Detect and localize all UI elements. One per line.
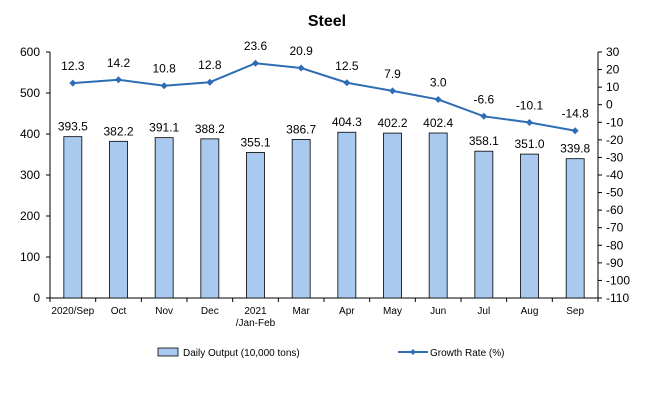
x-tick-label: May xyxy=(383,306,402,317)
right-tick-label: -110 xyxy=(606,291,629,305)
line-point xyxy=(571,127,579,135)
right-tick-label: -100 xyxy=(606,273,630,287)
line-point xyxy=(480,112,488,120)
line-data-label: 7.9 xyxy=(384,67,401,81)
chart-title: Steel xyxy=(308,13,346,30)
line-point xyxy=(206,78,214,86)
line-data-label: 20.9 xyxy=(289,44,313,58)
bar xyxy=(200,138,220,299)
bar xyxy=(109,140,128,299)
bar-data-label: 393.5 xyxy=(58,120,88,134)
line-data-label: 10.8 xyxy=(152,62,176,76)
legend-bar-label: Daily Output (10,000 tons) xyxy=(183,348,300,359)
bar xyxy=(291,139,311,299)
x-tick-label: Nov xyxy=(155,306,173,317)
right-tick-label: 20 xyxy=(606,63,620,77)
line-data-label: 12.3 xyxy=(61,59,85,73)
bar xyxy=(63,136,83,299)
bar xyxy=(383,132,402,299)
bar-data-label: 388.2 xyxy=(195,122,225,136)
bar-data-label: 402.4 xyxy=(423,116,453,130)
bar xyxy=(565,158,585,299)
right-tick-label: -40 xyxy=(606,168,624,182)
right-tick-label: -70 xyxy=(606,221,624,235)
x-tick-label: Jul xyxy=(477,306,490,317)
bar-data-label: 339.8 xyxy=(560,142,590,156)
right-tick-label: -50 xyxy=(606,186,624,200)
line-data-label: 14.2 xyxy=(107,56,131,70)
chart-legend: Daily Output (10,000 tons) Growth Rate (%… xyxy=(157,347,504,359)
right-tick-label: -20 xyxy=(606,133,624,147)
left-tick-label: 500 xyxy=(20,86,40,100)
bar-data-label: 386.7 xyxy=(286,122,316,136)
right-tick-label: -10 xyxy=(606,115,624,129)
x-tick-label: /Jan-Feb xyxy=(236,318,276,329)
left-tick-label: 200 xyxy=(20,209,40,223)
bar-data-label: 355.1 xyxy=(240,135,270,149)
bar xyxy=(520,153,539,299)
line-data-label: 3.0 xyxy=(430,75,447,89)
line-data-label: 12.5 xyxy=(335,59,359,73)
line-point xyxy=(252,59,259,67)
line-data-label: 23.6 xyxy=(244,39,268,53)
line-data-label: -6.6 xyxy=(473,92,494,106)
right-tick-label: -90 xyxy=(606,256,624,270)
x-tick-label: Apr xyxy=(339,306,355,317)
legend-bar-swatch xyxy=(157,347,179,357)
x-tick-label: Jun xyxy=(430,306,446,317)
line-point xyxy=(526,118,533,126)
legend-line-marker xyxy=(410,349,416,355)
x-tick-label: Dec xyxy=(201,306,219,317)
line-point xyxy=(343,79,351,87)
left-tick-label: 300 xyxy=(20,168,40,182)
bar-data-label: 358.1 xyxy=(469,134,499,148)
line-data-label: 12.8 xyxy=(198,58,222,72)
bar-data-label: 351.0 xyxy=(514,137,544,151)
x-tick-label: Aug xyxy=(521,306,539,317)
right-tick-label: -80 xyxy=(606,238,624,252)
x-tick-label: Mar xyxy=(293,306,311,317)
line-point xyxy=(297,64,305,72)
legend-line-label: Growth Rate (%) xyxy=(430,348,504,359)
line-point xyxy=(434,95,442,103)
line-series: 12.3 14.2 10.8 12.8 23.6 20.9 12.5 7.9 3.0 -6.6 -1… xyxy=(61,39,589,135)
left-tick-label: 0 xyxy=(33,291,40,305)
bar-data-label: 391.1 xyxy=(149,121,179,135)
right-tick-label: 0 xyxy=(606,98,613,112)
bar xyxy=(154,137,174,299)
right-tick-label: 10 xyxy=(606,80,620,94)
x-tick-label: Sep xyxy=(566,306,584,317)
bar xyxy=(474,150,494,299)
growth-line xyxy=(72,62,576,132)
bar-series: 393.5 382.2 391.1 388.2 355.1 386.7 404.3 402.2… xyxy=(58,115,591,299)
line-data-label: -14.8 xyxy=(561,107,589,121)
line-point xyxy=(389,87,396,95)
line-point xyxy=(69,79,77,87)
right-tick-label: -30 xyxy=(606,150,624,164)
right-tick-label: -60 xyxy=(606,203,624,217)
right-tick-label: 30 xyxy=(606,45,620,59)
bar-data-label: 404.3 xyxy=(332,115,362,129)
bar xyxy=(246,152,265,299)
bar-data-label: 382.2 xyxy=(103,124,133,138)
x-tick-label: 2020/Sep xyxy=(51,306,94,317)
left-tick-label: 100 xyxy=(20,250,40,264)
x-tick-label: Oct xyxy=(111,306,127,317)
bar xyxy=(428,132,448,299)
bar-data-label: 402.2 xyxy=(377,116,407,130)
line-data-label: -10.1 xyxy=(516,98,544,112)
bar xyxy=(337,131,357,299)
line-point xyxy=(160,82,168,90)
x-tick-label: 2021 xyxy=(244,306,267,317)
left-tick-label: 600 xyxy=(20,45,40,59)
line-point xyxy=(115,76,122,84)
left-tick-label: 400 xyxy=(20,127,40,141)
